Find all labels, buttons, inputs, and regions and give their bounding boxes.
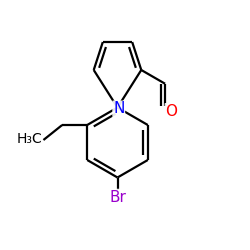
Text: N: N — [113, 101, 124, 116]
Text: H₃C: H₃C — [16, 132, 42, 146]
Text: Br: Br — [109, 190, 126, 204]
Text: O: O — [165, 104, 177, 119]
